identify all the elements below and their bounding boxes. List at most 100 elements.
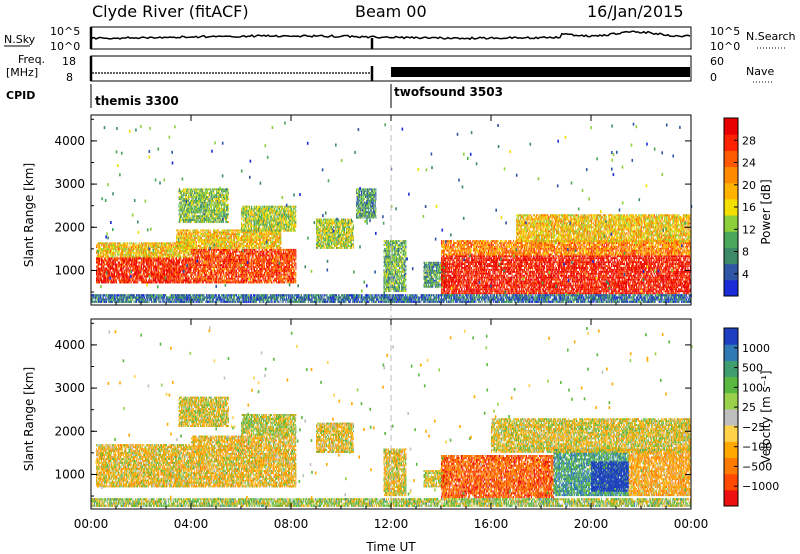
heatmap-cell <box>216 260 218 263</box>
heatmap-cell <box>157 263 159 266</box>
heatmap-cell <box>151 275 153 278</box>
heatmap-cell <box>183 265 185 268</box>
heatmap-cell <box>204 270 206 272</box>
heatmap-cell <box>199 248 201 251</box>
heatmap-cell <box>101 267 102 270</box>
heatmap-cell <box>100 257 102 260</box>
heatmap-cell <box>102 255 104 258</box>
heatmap-cell <box>133 265 135 268</box>
heatmap-cell <box>143 255 145 258</box>
heatmap-cell <box>111 249 112 252</box>
heatmap-cell <box>119 263 121 266</box>
heatmap-cell <box>119 273 121 276</box>
heatmap-cell <box>199 277 201 280</box>
heatmap-cell <box>180 243 182 245</box>
heatmap-cell <box>174 255 176 258</box>
heatmap-cell <box>123 279 125 282</box>
heatmap-cell <box>111 251 113 254</box>
heatmap-cell <box>203 270 205 272</box>
heatmap-cell <box>145 265 147 268</box>
heatmap-cell <box>170 259 172 262</box>
heatmap-cell <box>187 265 189 268</box>
heatmap-cell <box>135 273 137 276</box>
heatmap-cell <box>202 264 204 267</box>
heatmap-cell <box>176 273 177 276</box>
heatmap-cell <box>129 273 131 276</box>
heatmap-cell <box>144 279 146 282</box>
heatmap-cell <box>102 248 104 250</box>
heatmap-cell <box>243 252 245 255</box>
heatmap-cell <box>179 246 181 249</box>
heatmap-cell <box>219 262 221 265</box>
heatmap-cell <box>164 253 166 256</box>
heatmap-cell <box>237 268 239 270</box>
heatmap-cell <box>103 253 105 256</box>
heatmap-cell <box>179 279 181 282</box>
heatmap-cell <box>184 267 186 270</box>
heatmap-cell <box>182 269 184 272</box>
heatmap-cell <box>133 261 135 264</box>
heatmap-cell <box>124 259 126 262</box>
heatmap-cell <box>134 267 136 270</box>
heatmap-cell <box>186 257 188 260</box>
heatmap-cell <box>106 281 108 284</box>
heatmap-cell <box>216 279 218 282</box>
heatmap-cell <box>197 275 199 278</box>
heatmap-cell <box>102 242 104 245</box>
heatmap-cell <box>209 241 211 243</box>
heatmap-cell <box>107 275 109 278</box>
heatmap-cell <box>229 279 231 282</box>
heatmap-cell <box>105 257 107 260</box>
heatmap-cell <box>172 244 174 247</box>
heatmap-cell <box>133 255 135 258</box>
nsearch-label: N.Search <box>746 30 796 43</box>
heatmap-cell <box>204 273 206 276</box>
heatmap-cell <box>100 255 102 258</box>
heatmap-cell <box>144 275 146 278</box>
heatmap-cell <box>157 279 159 282</box>
heatmap-cell <box>104 257 106 260</box>
heatmap-cell <box>180 251 182 254</box>
heatmap-cell <box>204 266 206 268</box>
heatmap-cell <box>121 259 123 262</box>
heatmap-cell <box>142 263 144 266</box>
heatmap-cell <box>271 279 272 282</box>
heatmap-cell <box>123 259 125 262</box>
heatmap-cell <box>154 253 156 256</box>
heatmap-cell <box>123 271 125 274</box>
heatmap-cell <box>105 281 107 284</box>
heatmap-cell <box>195 254 197 257</box>
heatmap-cell <box>152 253 154 256</box>
heatmap-cell <box>161 259 162 262</box>
heatmap-cell <box>279 273 281 276</box>
heatmap-cell <box>204 277 206 280</box>
heatmap-cell <box>142 248 144 250</box>
heatmap-cell <box>255 248 257 251</box>
heatmap-cell <box>164 257 166 260</box>
heatmap-cell <box>184 269 186 272</box>
heatmap-cell <box>132 275 134 278</box>
heatmap-cell <box>133 269 135 272</box>
heatmap-cell <box>149 257 151 260</box>
heatmap-cell <box>126 269 128 272</box>
heatmap-cell <box>171 261 172 264</box>
heatmap-cell <box>122 259 124 262</box>
heatmap-cell <box>177 235 179 238</box>
heatmap-cell <box>160 257 162 260</box>
heatmap-cell <box>135 263 137 266</box>
heatmap-cell <box>126 246 128 249</box>
heatmap-cell <box>119 263 121 266</box>
heatmap-cell <box>152 263 154 266</box>
heatmap-cell <box>239 256 241 259</box>
heatmap-cell <box>254 248 256 251</box>
heatmap-cell <box>151 271 153 274</box>
heatmap-cell <box>208 260 210 263</box>
heatmap-cell <box>183 255 185 258</box>
heatmap-cell <box>109 251 111 254</box>
heatmap-cell <box>152 259 154 262</box>
heatmap-cell <box>215 273 217 276</box>
heatmap-cell <box>127 277 129 280</box>
heatmap-cell <box>112 281 114 284</box>
heatmap-cell <box>100 271 102 274</box>
heatmap-cell <box>114 244 116 247</box>
